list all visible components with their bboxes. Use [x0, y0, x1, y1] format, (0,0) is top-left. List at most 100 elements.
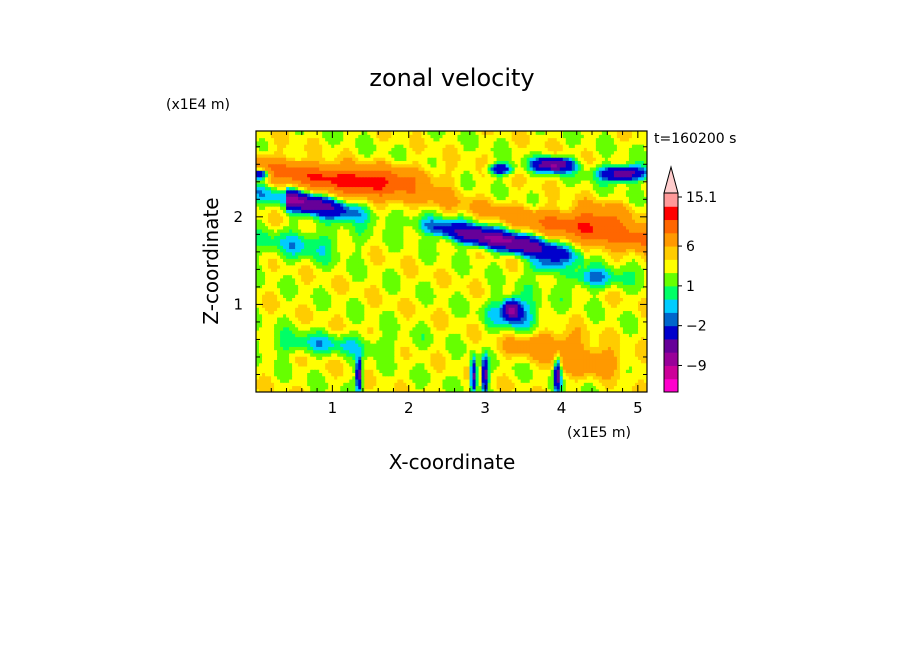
field-cell: [514, 294, 519, 298]
field-cell: [394, 356, 398, 360]
field-cell: [283, 310, 287, 315]
field-cell: [262, 290, 266, 295]
field-cell: [361, 326, 365, 331]
field-cell: [610, 294, 615, 298]
field-cell: [460, 320, 465, 325]
field-cell: [547, 375, 552, 380]
field-cell: [433, 284, 438, 289]
field-cell: [397, 343, 401, 347]
field-cell: [634, 385, 639, 390]
field-cell: [364, 268, 368, 272]
field-cell: [490, 294, 495, 298]
field-cell: [328, 281, 332, 285]
field-cell: [427, 313, 432, 318]
field-cell: [520, 297, 525, 302]
field-cell: [343, 277, 347, 282]
field-cell: [400, 378, 404, 383]
field-cell: [571, 336, 576, 341]
field-cell: [475, 343, 480, 347]
field-cell: [346, 274, 350, 279]
field-cell: [439, 343, 444, 347]
field-cell: [436, 281, 441, 285]
field-cell: [394, 290, 398, 295]
field-cell: [631, 346, 636, 351]
field-cell: [562, 375, 567, 380]
field-cell: [550, 343, 555, 347]
field-cell: [340, 378, 344, 383]
field-cell: [445, 313, 450, 318]
field-cell: [610, 274, 615, 279]
field-cell: [562, 303, 567, 308]
field-cell: [343, 290, 347, 295]
field-cell: [358, 274, 362, 279]
field-cell: [412, 287, 417, 292]
field-cell: [256, 336, 260, 341]
field-cell: [382, 274, 386, 279]
field-cell: [592, 333, 597, 338]
field-cell: [484, 349, 489, 354]
field-cell: [322, 274, 326, 279]
field-cell: [436, 320, 441, 325]
field-cell: [610, 287, 615, 292]
field-cell: [607, 385, 612, 390]
field-cell: [334, 294, 338, 298]
field-cell: [358, 303, 362, 308]
field-cell: [580, 281, 585, 285]
field-cell: [352, 346, 356, 351]
field-cell: [442, 316, 447, 321]
field-cell: [523, 330, 528, 334]
field-cell: [397, 284, 401, 289]
field-cell: [610, 339, 615, 344]
field-cell: [256, 352, 260, 357]
field-cell: [634, 359, 639, 364]
field-cell: [550, 316, 555, 321]
field-cell: [538, 346, 543, 351]
field-cell: [337, 287, 341, 292]
field-cell: [622, 313, 627, 318]
field-cell: [529, 365, 534, 370]
field-cell: [307, 313, 311, 318]
field-cell: [304, 268, 308, 272]
field-cell: [481, 320, 486, 325]
field-cell: [475, 307, 480, 312]
field-cell: [268, 352, 272, 357]
field-cell: [331, 274, 335, 279]
field-cell: [550, 281, 555, 285]
field-cell: [430, 330, 435, 334]
field-cell: [517, 294, 522, 298]
field-cell: [415, 343, 420, 347]
field-cell: [451, 362, 456, 367]
field-cell: [358, 300, 362, 305]
field-cell: [616, 385, 621, 390]
field-cell: [487, 326, 492, 331]
field-cell: [406, 359, 410, 364]
field-cell: [322, 284, 326, 289]
field-cell: [259, 294, 263, 298]
field-cell: [508, 336, 513, 341]
field-cell: [547, 310, 552, 315]
field-cell: [631, 284, 636, 289]
field-cell: [478, 274, 483, 279]
field-cell: [484, 323, 489, 328]
field-cell: [496, 323, 501, 328]
field-cell: [469, 323, 474, 328]
field-cell: [586, 313, 591, 318]
field-cell: [631, 365, 636, 370]
field-cell: [505, 375, 510, 380]
field-cell: [307, 356, 311, 360]
field-cell: [388, 372, 392, 377]
field-cell: [469, 271, 474, 276]
field-cell: [526, 281, 531, 285]
field-cell: [487, 310, 492, 315]
field-cell: [475, 297, 480, 302]
field-cell: [265, 330, 269, 334]
field-cell: [514, 287, 519, 292]
field-cell: [556, 277, 561, 282]
field-cell: [370, 346, 374, 351]
field-cell: [343, 378, 347, 383]
field-cell: [565, 349, 570, 354]
field-cell: [325, 271, 329, 276]
field-cell: [262, 297, 266, 302]
field-cell: [505, 349, 510, 354]
field-cell: [394, 264, 398, 269]
